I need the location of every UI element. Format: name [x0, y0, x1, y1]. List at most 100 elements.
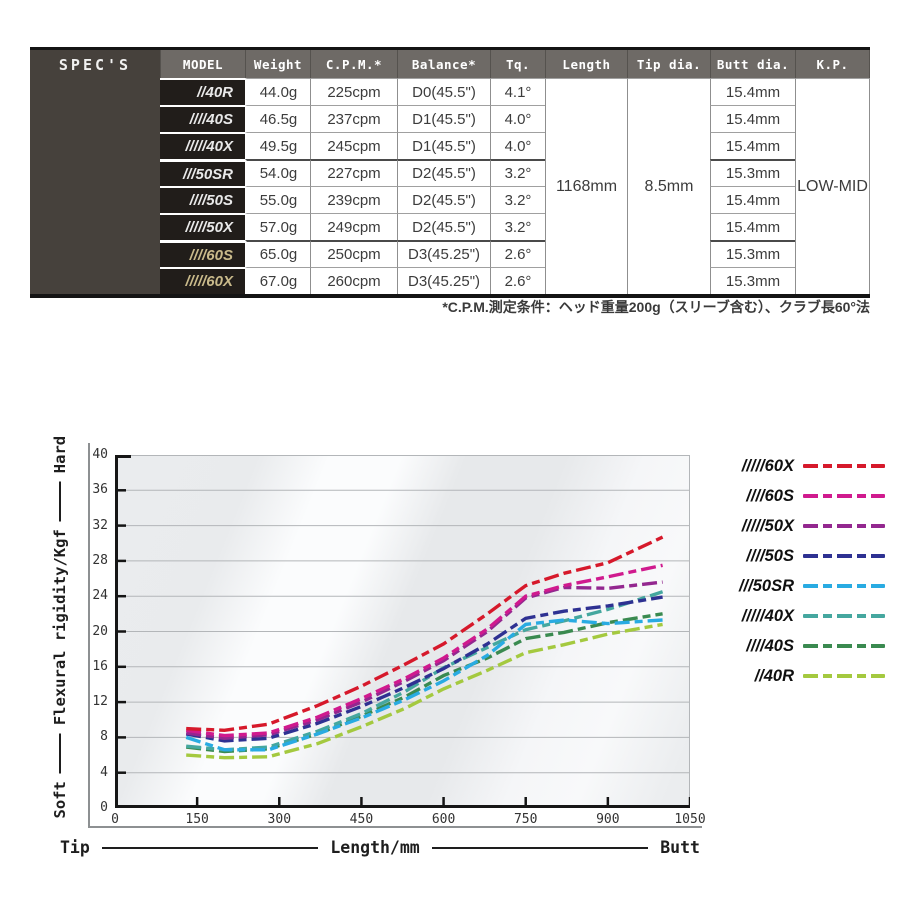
x-axis-line-segment — [101, 846, 319, 849]
legend-label: /////50X — [741, 516, 794, 535]
legend-line-swatch — [803, 553, 885, 559]
y-tick-label: 36 — [92, 482, 108, 498]
header-tip-dia: Tip dia. — [627, 50, 710, 78]
legend-item: /////40X — [706, 601, 885, 631]
header-length: Length — [545, 50, 627, 78]
tq-cell: 3.2° — [490, 186, 545, 213]
y-tick-label: 40 — [92, 447, 108, 462]
x-tick-label: 300 — [267, 812, 292, 827]
weight-cell: 55.0g — [245, 186, 310, 213]
weight-cell: 49.5g — [245, 132, 310, 159]
weight-cell: 57.0g — [245, 213, 310, 240]
model-cell: ////60S — [160, 240, 245, 267]
model-cell: ///50SR — [160, 159, 245, 186]
x-tick-label: 150 — [185, 812, 209, 827]
x-axis-tip-label: Tip — [60, 838, 90, 857]
legend-label: ////60S — [746, 486, 794, 505]
legend-label: ///50SR — [738, 576, 794, 595]
model-cell: //40R — [160, 78, 245, 105]
balance-cell: D1(45.5") — [397, 132, 490, 159]
legend-item: ////50S — [706, 541, 885, 571]
table-bottom-border — [30, 294, 870, 298]
tq-cell: 3.2° — [490, 159, 545, 186]
legend-item: ////60S — [706, 481, 885, 511]
legend-label: //40R — [754, 666, 794, 685]
y-axis-title: Soft Flexural rigidity/Kgf Hard — [42, 436, 78, 819]
cpm-cell: 237cpm — [310, 105, 397, 132]
x-axis-line-segment — [431, 846, 649, 849]
table-top-border — [30, 47, 870, 50]
spec-table-grid: SPEC'S MODEL Weight C.P.M.* Balance* Tq.… — [30, 50, 870, 294]
x-tick-label: 450 — [349, 812, 374, 827]
y-axis-soft-label: Soft — [51, 781, 69, 819]
legend-item: ///50SR — [706, 571, 885, 601]
y-tick-label: 24 — [92, 588, 108, 604]
legend-label: ////40S — [746, 636, 794, 655]
y-axis-tick-labels: 0 4 8 12 16 20 24 28 32 36 40 — [76, 447, 108, 815]
butt-cell: 15.4mm — [710, 186, 795, 213]
y-tick-label: 28 — [92, 552, 108, 568]
header-kp: K.P. — [795, 50, 870, 78]
balance-cell: D3(45.25") — [397, 240, 490, 267]
legend-line-swatch — [803, 643, 885, 649]
model-cell: ////50S — [160, 186, 245, 213]
y-tick-label: 32 — [92, 517, 108, 533]
balance-cell: D0(45.5") — [397, 78, 490, 105]
weight-cell: 65.0g — [245, 240, 310, 267]
x-tick-label: 750 — [513, 812, 538, 827]
cpm-cell: 227cpm — [310, 159, 397, 186]
chart-legend: /////60X ////60S /////50X ////50S ///50S… — [706, 451, 885, 691]
cpm-cell: 245cpm — [310, 132, 397, 159]
model-cell: /////50X — [160, 213, 245, 240]
cpm-cell: 239cpm — [310, 186, 397, 213]
header-balance: Balance* — [397, 50, 490, 78]
butt-cell: 15.4mm — [710, 213, 795, 240]
header-model: MODEL — [160, 50, 245, 78]
weight-cell: 46.5g — [245, 105, 310, 132]
x-axis-butt-label: Butt — [660, 838, 700, 857]
balance-cell: D3(45.25") — [397, 267, 490, 294]
x-tick-label: 900 — [596, 812, 620, 827]
model-cell: /////40X — [160, 132, 245, 159]
y-tick-label: 12 — [92, 694, 108, 710]
legend-line-swatch — [803, 613, 885, 619]
spec-table: SPEC'S MODEL Weight C.P.M.* Balance* Tq.… — [30, 47, 870, 298]
chart-outer-bottom-frame — [88, 826, 702, 828]
tq-cell: 2.6° — [490, 267, 545, 294]
tq-cell: 2.6° — [490, 240, 545, 267]
butt-cell: 15.3mm — [710, 240, 795, 267]
x-tick-label: 1050 — [674, 812, 706, 827]
y-axis-line-segment — [59, 481, 61, 522]
cpm-cell: 249cpm — [310, 213, 397, 240]
legend-item: //40R — [706, 661, 885, 691]
length-merged-cell: 1168mm — [545, 78, 627, 294]
chart-plot-area — [115, 455, 690, 808]
legend-line-swatch — [803, 583, 885, 589]
butt-cell: 15.4mm — [710, 105, 795, 132]
cpm-cell: 260cpm — [310, 267, 397, 294]
balance-cell: D2(45.5") — [397, 186, 490, 213]
tip-dia-merged-cell: 8.5mm — [627, 78, 710, 294]
y-tick-label: 0 — [100, 800, 108, 815]
balance-cell: D2(45.5") — [397, 159, 490, 186]
weight-cell: 44.0g — [245, 78, 310, 105]
header-weight: Weight — [245, 50, 310, 78]
legend-line-swatch — [803, 673, 885, 679]
legend-line-swatch — [803, 523, 885, 529]
cpm-cell: 225cpm — [310, 78, 397, 105]
y-tick-label: 20 — [92, 623, 108, 639]
balance-cell: D1(45.5") — [397, 105, 490, 132]
x-axis-title: Tip Length/mm Butt — [60, 838, 700, 857]
cpm-footnote: *C.P.M.測定条件：ヘッド重量200g（スリーブ含む）、クラブ長60°法 — [442, 299, 870, 315]
kp-merged-cell: LOW-MID — [795, 78, 870, 294]
header-cpm: C.P.M.* — [310, 50, 397, 78]
tq-cell: 4.1° — [490, 78, 545, 105]
header-butt-dia: Butt dia. — [710, 50, 795, 78]
legend-line-swatch — [803, 493, 885, 499]
tq-cell: 4.0° — [490, 132, 545, 159]
x-axis-title-text: Length/mm — [330, 838, 420, 857]
model-cell: ////40S — [160, 105, 245, 132]
cpm-cell: 250cpm — [310, 240, 397, 267]
y-axis-title-text: Flexural rigidity/Kgf — [51, 529, 69, 726]
